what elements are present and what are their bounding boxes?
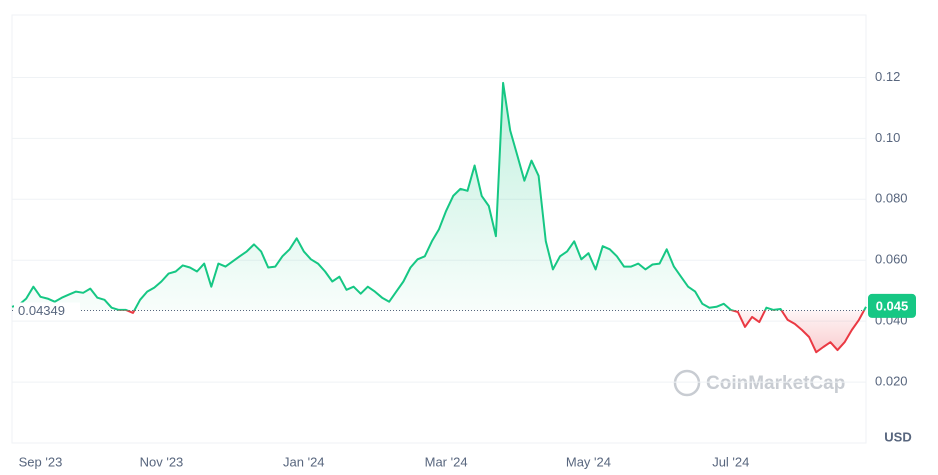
baseline-label-bg bbox=[14, 302, 80, 319]
price-tag bbox=[868, 293, 916, 318]
x-tick-label: May '24 bbox=[566, 454, 611, 469]
baseline-label: 0.04349 bbox=[18, 303, 65, 318]
x-tick-label: Jan '24 bbox=[283, 454, 325, 469]
y-tick-label: 0.080 bbox=[875, 191, 908, 206]
plot-frame bbox=[11, 14, 867, 444]
y-tick-label: 0.12 bbox=[875, 69, 900, 84]
y-unit: USD bbox=[884, 429, 911, 444]
x-tick-label: Mar '24 bbox=[425, 454, 468, 469]
watermark: CoinMarketCap bbox=[673, 369, 845, 397]
x-tick-label: Nov '23 bbox=[140, 454, 184, 469]
y-tick-label: 0.020 bbox=[875, 374, 908, 389]
price-tag-label: 0.045 bbox=[876, 298, 909, 313]
area bbox=[12, 82, 866, 353]
watermark-text: CoinMarketCap bbox=[706, 373, 845, 394]
y-tick-label: 0.060 bbox=[875, 252, 908, 267]
y-tick-label: 0.10 bbox=[875, 130, 900, 145]
x-tick-label: Sep '23 bbox=[19, 454, 63, 469]
x-tick-label: Jul '24 bbox=[712, 454, 749, 469]
price-line bbox=[11, 81, 867, 354]
watermark-logo bbox=[673, 369, 701, 397]
